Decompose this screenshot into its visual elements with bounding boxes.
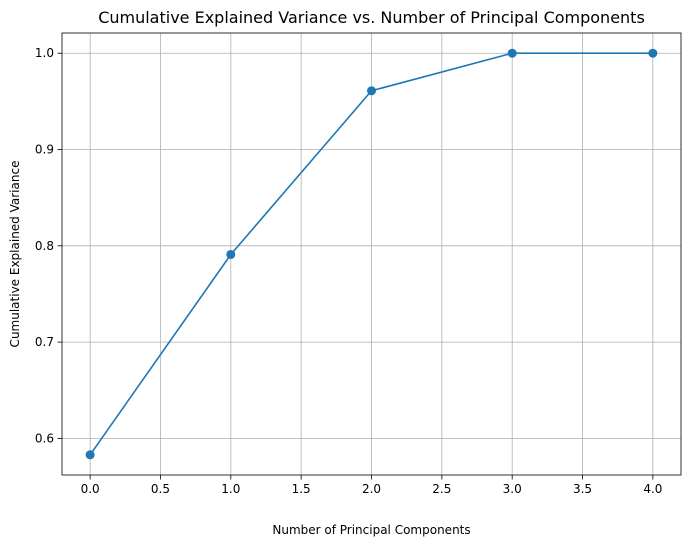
x-tick-label-6: 3.0 xyxy=(503,482,522,496)
data-point-1 xyxy=(226,249,236,259)
x-axis-label: Number of Principal Components xyxy=(272,523,470,537)
y-tick-label-3: 0.9 xyxy=(35,143,54,157)
x-tick-label-3: 1.5 xyxy=(292,482,311,496)
series xyxy=(85,48,658,460)
x-tick-label-5: 2.5 xyxy=(432,482,451,496)
x-tick-label-4: 2.0 xyxy=(362,482,381,496)
data-point-4 xyxy=(648,48,658,58)
data-point-3 xyxy=(507,48,517,58)
chart-title: Cumulative Explained Variance vs. Number… xyxy=(98,8,645,27)
y-tick-label-2: 0.8 xyxy=(35,239,54,253)
x-tick-label-0: 0.0 xyxy=(81,482,100,496)
ticks: 0.0 0.5 1.0 1.5 2.0 2.5 3.0 3.5 4.0 0.6 0.7 0.8 0.9 1… xyxy=(35,46,663,496)
x-tick-label-1: 0.5 xyxy=(151,482,170,496)
x-tick-label-7: 3.5 xyxy=(573,482,592,496)
y-tick-label-1: 0.7 xyxy=(35,335,54,349)
y-axis-label: Cumulative Explained Variance xyxy=(8,161,22,348)
data-point-0 xyxy=(85,450,95,460)
x-tick-label-8: 4.0 xyxy=(643,482,662,496)
y-tick-label-0: 0.6 xyxy=(35,431,54,445)
data-point-2 xyxy=(367,86,376,96)
y-tick-label-4: 1.0 xyxy=(35,46,54,60)
grid-lines xyxy=(62,33,681,475)
x-tick-label-2: 1.0 xyxy=(221,482,240,496)
